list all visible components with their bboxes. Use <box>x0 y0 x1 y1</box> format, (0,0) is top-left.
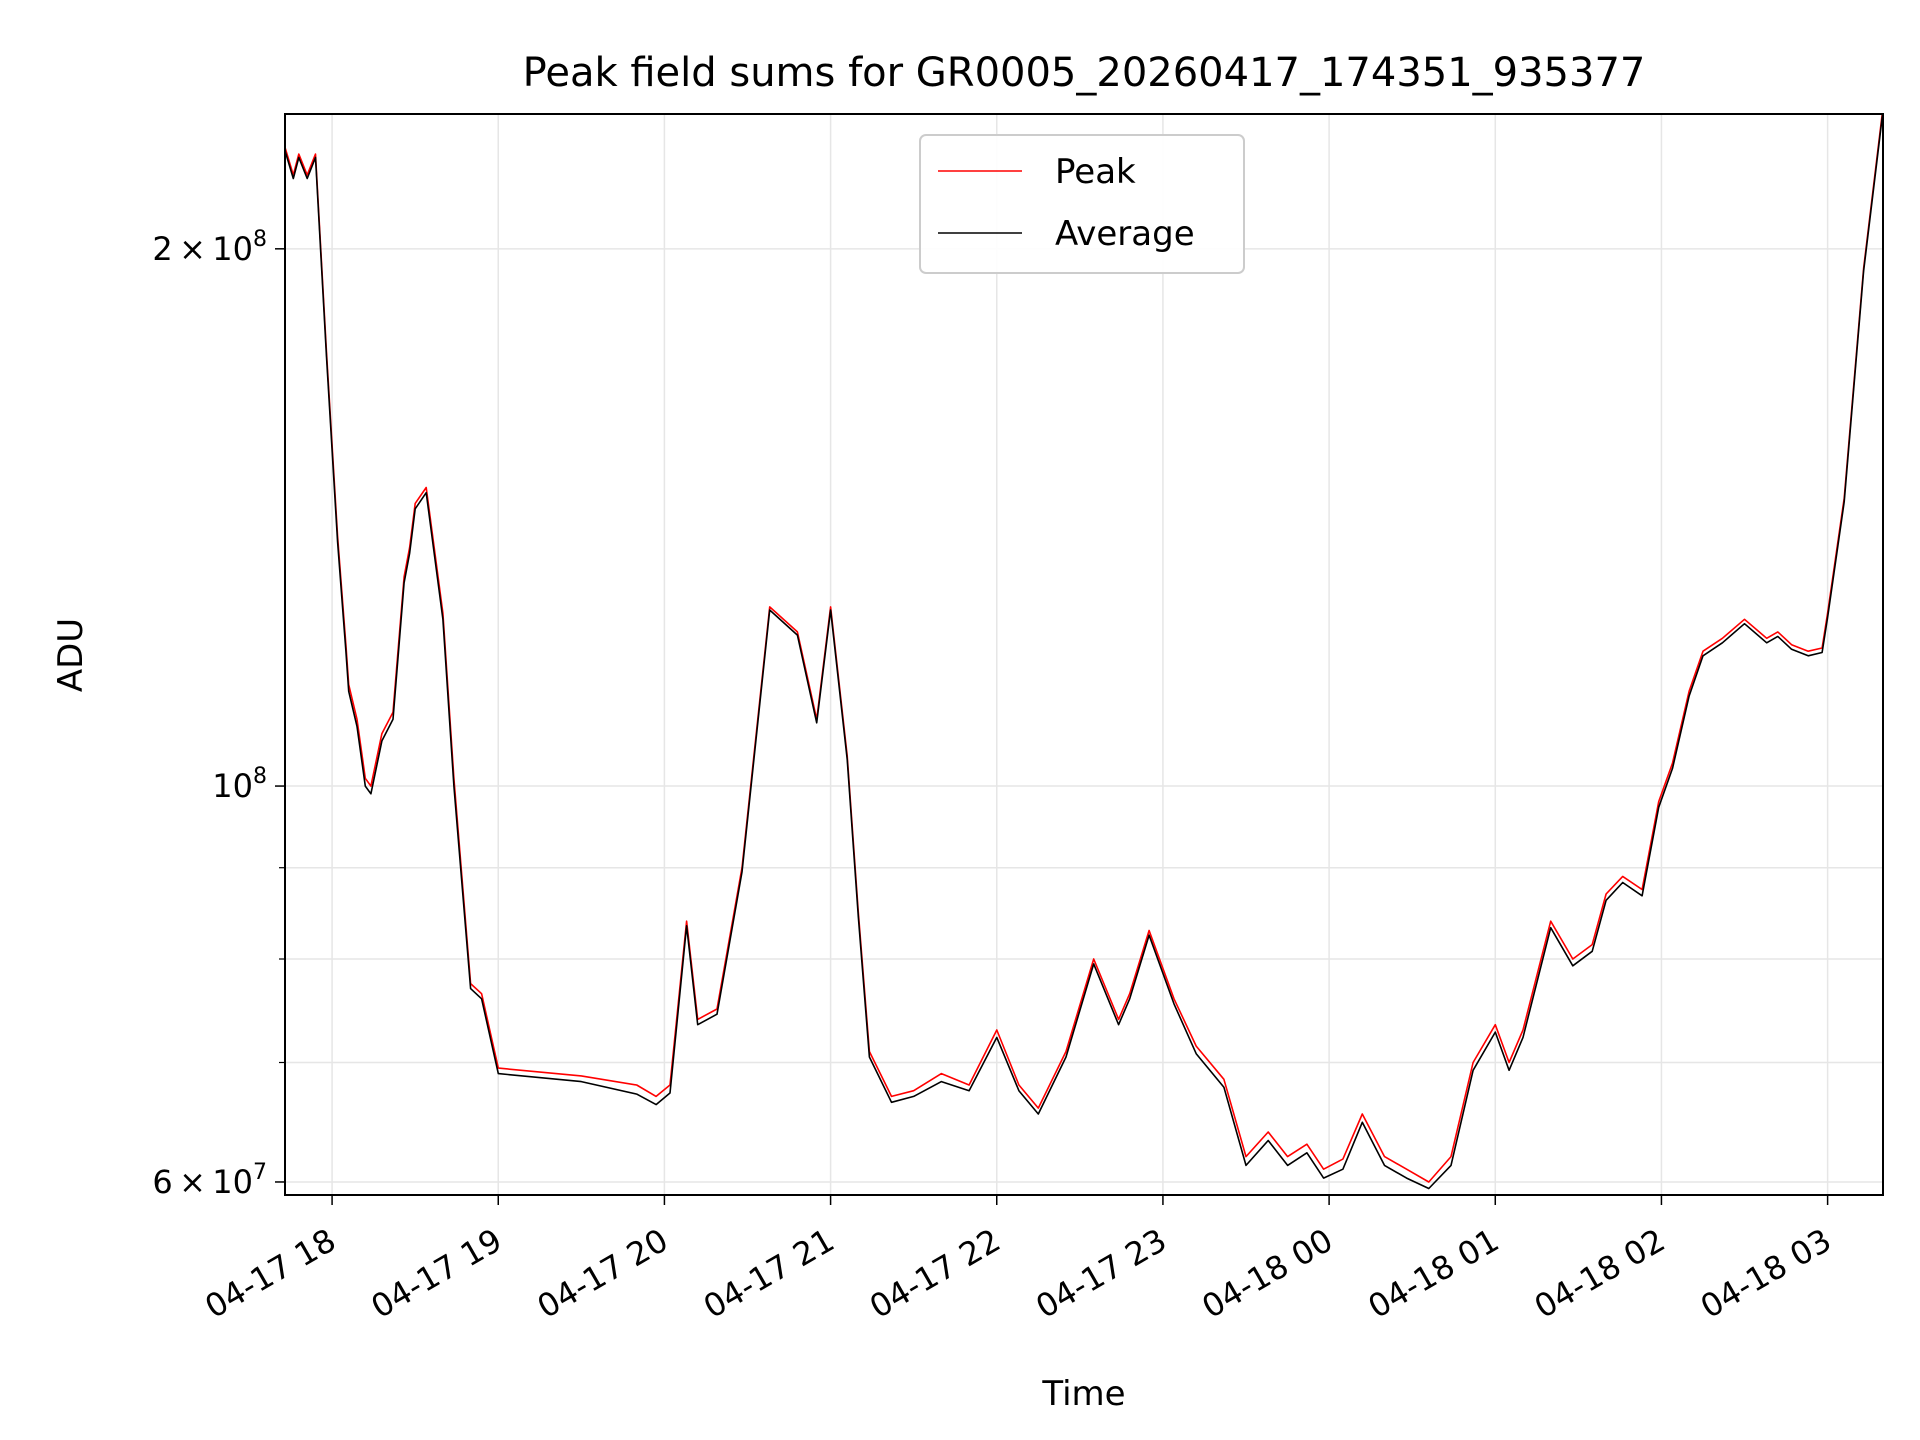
series-line-peak <box>285 114 1883 1183</box>
series-layer <box>285 114 1883 1190</box>
x-axis-label: Time <box>1041 1374 1125 1414</box>
grid <box>285 114 1883 1195</box>
legend-box <box>919 134 1245 274</box>
series-line-average <box>285 114 1883 1190</box>
legend-label-peak: Peak <box>1055 152 1136 192</box>
y-tick-label: 6 × 107 <box>152 1160 267 1201</box>
y-axis-label: ADU <box>51 618 91 692</box>
y-tick-label: 2 × 108 <box>152 227 267 268</box>
plot-frame <box>284 113 1884 1196</box>
legend: Peak Average <box>919 134 1245 274</box>
y-axis: 6 × 107 108 2 × 108 <box>152 227 285 1201</box>
legend-label-average: Average <box>1055 214 1195 254</box>
y-tick-label: 108 <box>212 764 267 805</box>
chart-title: Peak field sums for GR0005_20260417_1743… <box>523 50 1646 96</box>
